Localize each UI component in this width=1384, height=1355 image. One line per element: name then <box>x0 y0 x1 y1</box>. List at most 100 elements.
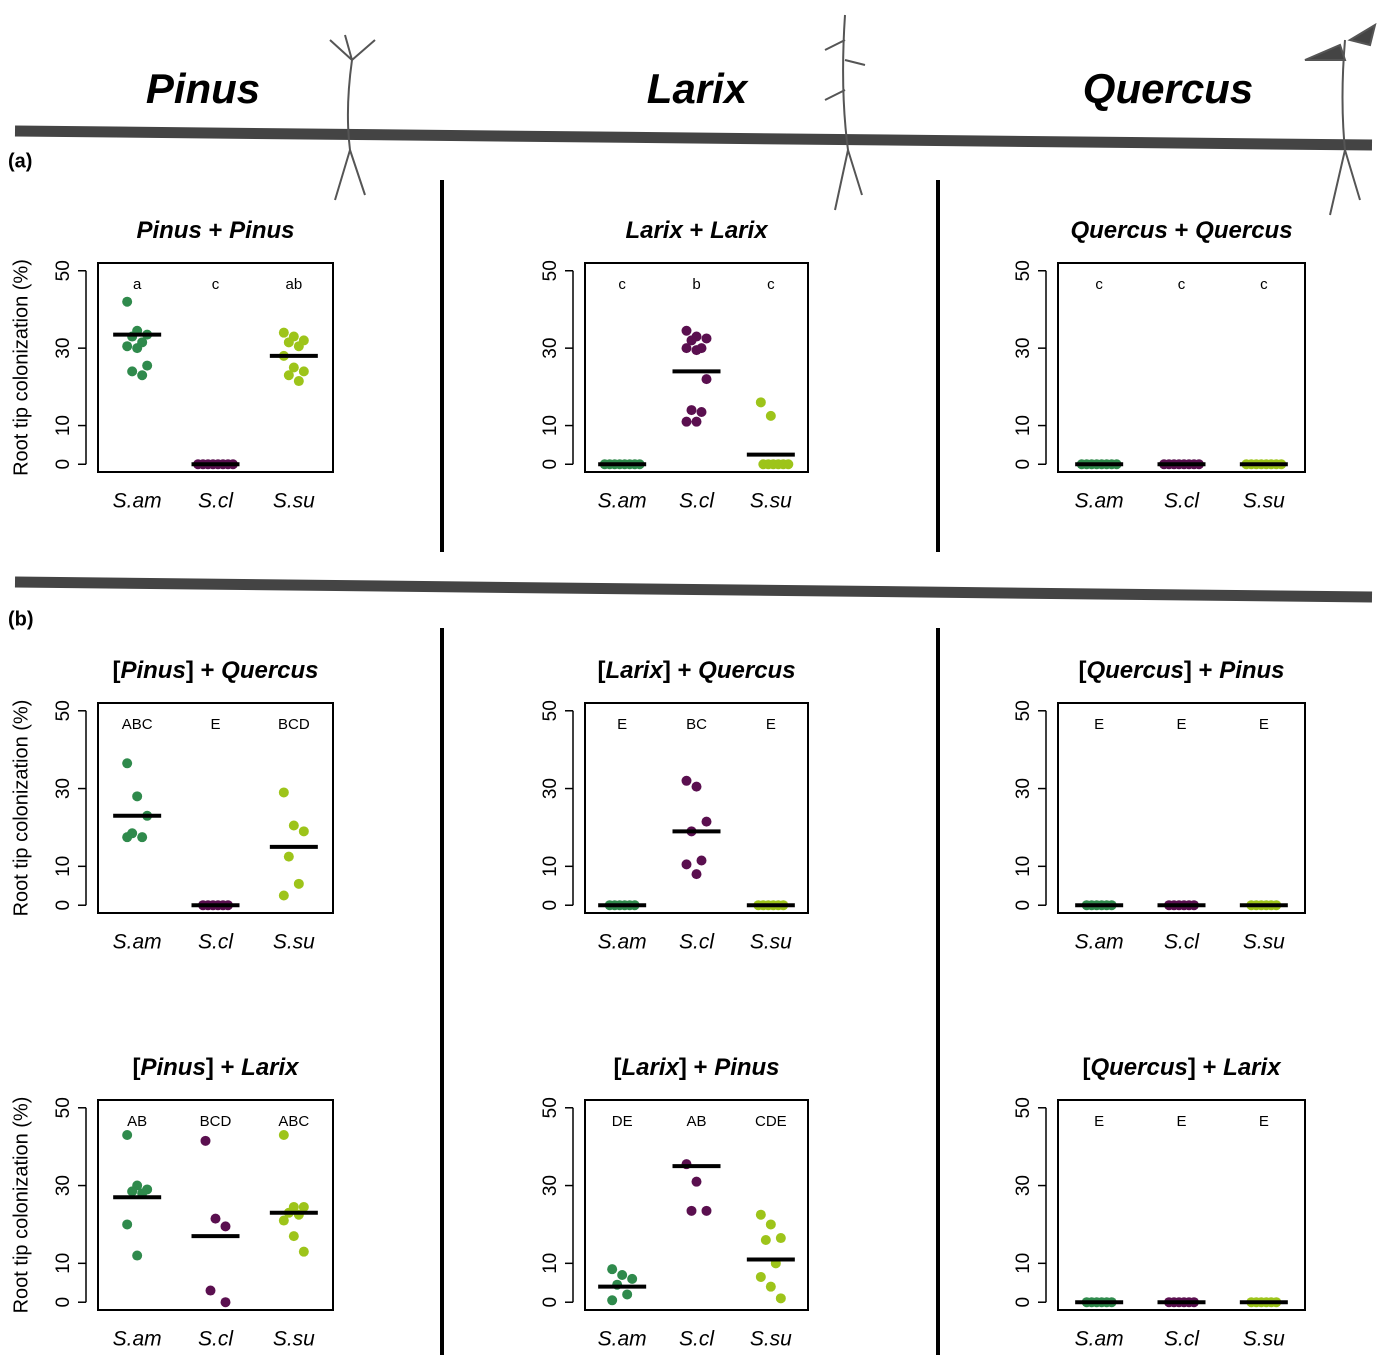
plant-illustrations <box>330 15 1375 215</box>
data-point <box>221 1297 231 1307</box>
data-point <box>122 758 132 768</box>
data-point <box>692 782 702 792</box>
y-tick-label: 30 <box>540 778 561 799</box>
significance-letter: c <box>1095 276 1103 293</box>
data-point <box>289 1231 299 1241</box>
data-point <box>682 343 692 353</box>
data-point <box>697 407 707 417</box>
y-tick-label: 0 <box>1013 459 1034 470</box>
y-tick-label: 50 <box>1013 1097 1034 1118</box>
data-point <box>137 370 147 380</box>
data-point <box>682 776 692 786</box>
data-point <box>692 869 702 879</box>
significance-letter: E <box>1259 1113 1269 1130</box>
chart-title: [Quercus] + Larix <box>1082 1054 1282 1081</box>
y-tick-label: 10 <box>540 415 561 436</box>
data-point <box>211 1214 221 1224</box>
x-tick-label: S.am <box>113 1328 162 1351</box>
significance-letter: BCD <box>200 1113 232 1130</box>
y-tick-label: 50 <box>540 1097 561 1118</box>
data-point <box>201 1136 211 1146</box>
significance-letter: c <box>767 276 775 293</box>
data-point <box>299 826 309 836</box>
y-tick-label: 30 <box>53 338 74 359</box>
y-tick-label: 10 <box>540 1253 561 1274</box>
x-tick-label: S.am <box>598 1328 647 1351</box>
y-tick-label: 30 <box>1013 778 1034 799</box>
y-tick-label: 30 <box>53 1175 74 1196</box>
panel-label: (a) <box>8 150 32 172</box>
y-tick-label: 50 <box>540 260 561 281</box>
y-tick-label: 0 <box>53 900 74 911</box>
x-tick-label: S.cl <box>1164 931 1200 954</box>
data-point <box>776 1233 786 1243</box>
x-tick-label: S.am <box>113 931 162 954</box>
data-point <box>127 366 137 376</box>
y-tick-label: 50 <box>540 700 561 721</box>
chart-title: Pinus + Pinus <box>136 217 294 244</box>
significance-letter: BCD <box>278 716 310 733</box>
data-point <box>607 1264 617 1274</box>
data-point <box>284 370 294 380</box>
y-tick-label: 10 <box>53 1253 74 1274</box>
data-point <box>127 1186 137 1196</box>
data-point <box>756 1210 766 1220</box>
divider <box>15 582 1372 597</box>
significance-letter: a <box>133 276 142 293</box>
y-tick-label: 0 <box>53 1297 74 1308</box>
significance-letter: ABC <box>278 1113 309 1130</box>
y-axis-label: Root tip colonization (%) <box>10 1097 32 1314</box>
chart-title: Larix + Larix <box>625 217 769 244</box>
y-tick-label: 30 <box>53 778 74 799</box>
chart-title: [Larix] + Pinus <box>613 1054 779 1081</box>
chart-title: [Pinus] + Larix <box>132 1054 300 1081</box>
data-point <box>766 1282 776 1292</box>
x-tick-label: S.am <box>113 490 162 513</box>
significance-letter: E <box>1176 716 1186 733</box>
x-tick-label: S.am <box>1075 1328 1124 1351</box>
data-point <box>279 1130 289 1140</box>
significance-letter: CDE <box>755 1113 787 1130</box>
plot-frame <box>1058 1100 1305 1310</box>
plot-frame <box>585 703 808 913</box>
data-point <box>122 832 132 842</box>
y-tick-label: 30 <box>540 338 561 359</box>
data-point <box>142 361 152 371</box>
panel-label: (b) <box>8 608 34 630</box>
y-tick-label: 0 <box>540 1297 561 1308</box>
significance-letter: E <box>1094 1113 1104 1130</box>
x-tick-label: S.am <box>1075 931 1124 954</box>
y-axis-label: Root tip colonization (%) <box>10 700 32 917</box>
data-point <box>697 856 707 866</box>
y-tick-label: 50 <box>1013 260 1034 281</box>
data-point <box>692 417 702 427</box>
significance-letter: E <box>1259 716 1269 733</box>
significance-letter: c <box>618 276 626 293</box>
chart-title: [Pinus] + Quercus <box>112 657 318 684</box>
y-tick-label: 50 <box>53 700 74 721</box>
x-tick-label: S.su <box>1243 931 1285 954</box>
y-tick-label: 50 <box>53 1097 74 1118</box>
significance-letter: c <box>212 276 220 293</box>
data-point <box>289 821 299 831</box>
y-tick-label: 10 <box>1013 415 1034 436</box>
data-point <box>284 852 294 862</box>
significance-letter: c <box>1260 276 1268 293</box>
data-point <box>766 411 776 421</box>
x-tick-label: S.su <box>273 490 315 513</box>
significance-letter: AB <box>686 1113 706 1130</box>
significance-letter: E <box>1094 716 1104 733</box>
x-tick-label: S.cl <box>1164 1328 1200 1351</box>
data-point <box>284 337 294 347</box>
y-tick-label: 30 <box>1013 338 1034 359</box>
column-header: Pinus <box>146 65 260 112</box>
data-point <box>756 1272 766 1282</box>
divider <box>15 131 1372 145</box>
data-point <box>783 459 793 469</box>
x-tick-label: S.am <box>1075 490 1124 513</box>
column-header: Larix <box>647 65 749 112</box>
significance-letter: AB <box>127 1113 147 1130</box>
data-point <box>132 343 142 353</box>
data-point <box>622 1289 632 1299</box>
data-point <box>122 341 132 351</box>
